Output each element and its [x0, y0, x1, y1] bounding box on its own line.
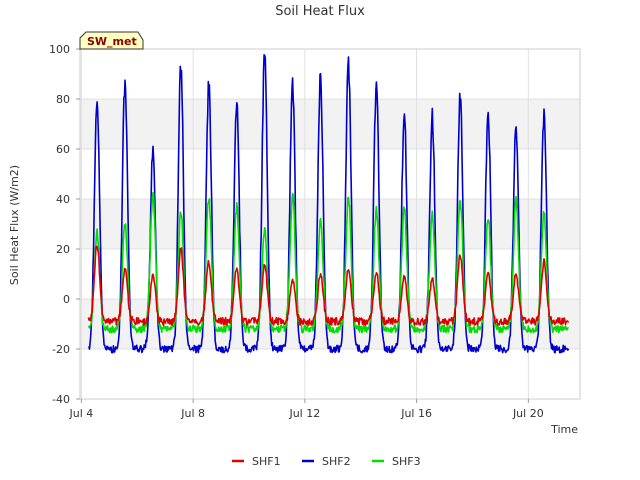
x-tick-label: Jul 4: [69, 407, 94, 420]
y-tick-label: 80: [56, 93, 70, 106]
chart-title: Soil Heat Flux: [275, 4, 365, 19]
series-line-shf3: [87, 191, 569, 334]
y-tick-label: -40: [52, 393, 70, 406]
y-tick-label: 100: [49, 43, 70, 56]
plot-border: [79, 48, 581, 400]
legend-label-shf3: SHF3: [392, 455, 421, 468]
plot-band: [80, 249, 580, 299]
plot-band: [80, 99, 580, 149]
legend: SHF1 SHF2 SHF3: [232, 455, 421, 468]
y-tick-label: 20: [56, 243, 70, 256]
plot-background-bands: [80, 49, 580, 399]
plot-band: [80, 199, 580, 249]
x-tick-label: Jul 20: [512, 407, 544, 420]
site-badge-shape: [79, 31, 144, 50]
y-tick-label: 60: [56, 143, 70, 156]
y-tick-label: 0: [63, 293, 70, 306]
y-tick-label: 40: [56, 193, 70, 206]
series-lines: [87, 54, 570, 354]
y-axis-title: Soil Heat Flux (W/m2): [8, 165, 21, 285]
series-line-shf2: [88, 54, 570, 354]
x-tick-label: Jul 8: [180, 407, 205, 420]
x-tick-label: Jul 16: [400, 407, 432, 420]
site-badge: SW_met: [79, 31, 144, 50]
y-tick-label: -20: [52, 343, 70, 356]
site-badge-label: SW_met: [87, 35, 137, 48]
plot-band: [80, 49, 580, 99]
x-axis-title: Time: [550, 423, 578, 436]
plot-band: [80, 149, 580, 199]
x-tick-label: Jul 12: [288, 407, 320, 420]
series-line-shf1: [87, 245, 570, 326]
plot-band: [80, 349, 580, 399]
axes: [79, 48, 581, 400]
legend-label-shf1: SHF1: [252, 455, 281, 468]
legend-label-shf2: SHF2: [322, 455, 351, 468]
tick-labels: -40 -20 0 20 40 60 80 100 Jul 4 Jul 8 Jul 12 Jul 16…: [49, 43, 544, 420]
